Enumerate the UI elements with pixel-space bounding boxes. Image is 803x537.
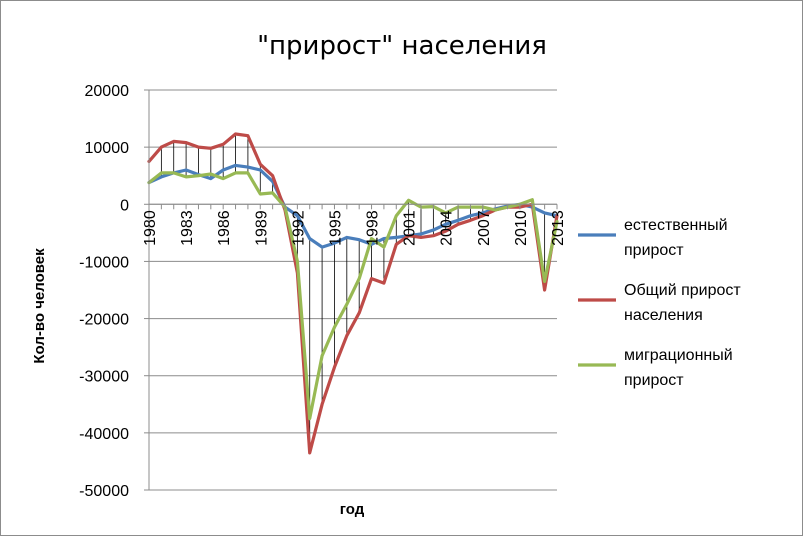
x-axis-title: год xyxy=(340,501,365,518)
x-tick-label-1983: 1983 xyxy=(179,210,196,246)
legend-label-1: Общий прирост населения xyxy=(624,282,741,324)
x-tick-label-1989: 1989 xyxy=(253,210,270,246)
x-tick-label-2010: 2010 xyxy=(513,210,530,246)
y-tick-label-2: 0 xyxy=(120,197,129,214)
y-tick-labels: 20000 10000 0 -10000 -20000 -30000 -40000 -5000… xyxy=(79,83,129,500)
x-tick-label-1986: 1986 xyxy=(216,210,233,246)
x-tick-label-1980: 1980 xyxy=(142,210,159,246)
series-line-2 xyxy=(147,171,559,421)
x-tick-label-2004: 2004 xyxy=(439,210,456,246)
y-tick-label-7: -50000 xyxy=(79,483,129,500)
series-lines xyxy=(147,132,559,455)
x-tick-label-1995: 1995 xyxy=(327,210,344,246)
y-tick-label-0: 20000 xyxy=(85,83,130,100)
y-tick-label-1: 10000 xyxy=(85,140,130,157)
y-tick-label-3: -10000 xyxy=(79,254,129,271)
legend-label-2: миграционный прирост xyxy=(624,347,733,389)
series-line-1 xyxy=(147,132,559,455)
x-tick-label-1992: 1992 xyxy=(290,210,307,246)
y-axis-title: Кол-во человек xyxy=(31,248,48,364)
legend-label-0: естественный прирост xyxy=(624,217,728,259)
axes xyxy=(144,89,558,491)
chart-title: "прирост" населения xyxy=(257,31,547,61)
x-tick-label-2013: 2013 xyxy=(550,210,567,246)
x-tick-label-2001: 2001 xyxy=(402,210,419,246)
legend: естественный прирост Общий прирост населени… xyxy=(578,217,741,389)
x-tick-label-2007: 2007 xyxy=(476,210,493,246)
x-tick-label-1998: 1998 xyxy=(365,210,382,246)
series-line-0 xyxy=(147,163,559,249)
y-tick-label-5: -30000 xyxy=(79,369,129,386)
x-tick-labels: 1980 1983 1986 1989 1992 1995 1998 2001 2004 2007… xyxy=(142,210,567,246)
y-tick-label-4: -20000 xyxy=(79,312,129,329)
y-tick-label-6: -40000 xyxy=(79,426,129,443)
